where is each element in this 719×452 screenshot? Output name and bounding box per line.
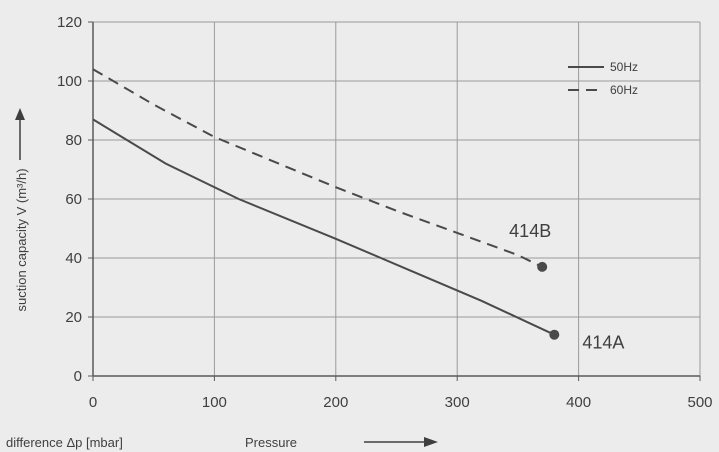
series-end-marker-60Hz [537, 261, 548, 272]
x-tick-label: 200 [323, 394, 348, 411]
legend-label: 50Hz [610, 60, 638, 74]
legend: 50Hz 60Hz [568, 60, 638, 97]
series-line-60Hz [92, 68, 543, 268]
axes-layer: 0 20 40 60 80 100 120 0 100 200 300 400 500 [57, 14, 713, 411]
x-tick-label: 400 [566, 394, 591, 411]
grid-layer [93, 21, 701, 376]
x-tick-label: 100 [202, 394, 227, 411]
series-line-50Hz [92, 118, 555, 336]
x-axis-label-prefix: Pressure [245, 435, 297, 450]
y-tick-label: 120 [57, 14, 82, 31]
x-tick-label: 0 [89, 394, 97, 411]
x-axis-arrow-head [424, 437, 438, 447]
legend-label: 60Hz [610, 83, 638, 97]
series-end-label: 414A [582, 333, 624, 353]
y-axis-label: suction capacity V (m³/h) [14, 168, 29, 311]
x-tick-label: 500 [687, 394, 712, 411]
x-tick-label: 300 [445, 394, 470, 411]
y-tick-label: 0 [74, 368, 82, 385]
y-tick-label: 60 [65, 191, 82, 208]
y-tick-label: 20 [65, 309, 82, 326]
series-end-marker-50Hz [549, 329, 560, 340]
x-axis-label: difference Δp [mbar] [6, 435, 123, 450]
series-end-label: 414B [509, 221, 551, 241]
y-tick-label: 80 [65, 132, 82, 149]
y-tick-label: 40 [65, 250, 82, 267]
y-axis-arrow-head [15, 108, 25, 120]
series-layer: 414A 414B [92, 68, 624, 353]
y-tick-label: 100 [57, 73, 82, 90]
